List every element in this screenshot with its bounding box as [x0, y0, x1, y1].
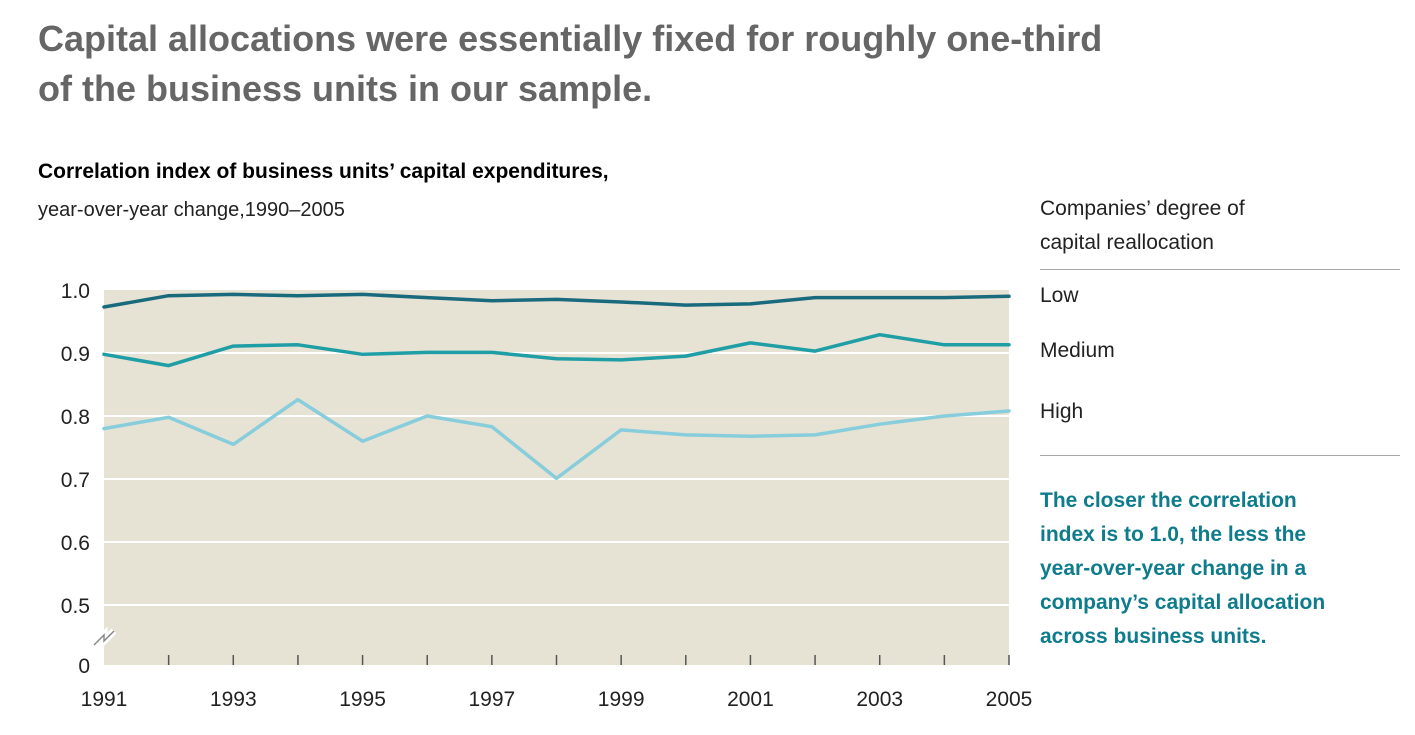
x-tick-label: 2001: [727, 688, 774, 711]
legend-title: Companies’ degree of capital reallocatio…: [1040, 192, 1340, 260]
y-tick-label: 0.8: [61, 406, 90, 429]
note-line-2: index is to 1.0, the less the: [1040, 523, 1307, 546]
x-tick-label: 1997: [468, 688, 515, 711]
line-chart: 1.0 0.9 0.8 0.7 0.6 0.5 0 1991 1993 1995 1997 1999 2…: [61, 280, 1033, 711]
y-tick-label: 0.7: [61, 469, 90, 492]
legend-item-low: Low: [1040, 284, 1079, 307]
explanatory-note: The closer the correlation index is to 1…: [1040, 484, 1400, 654]
headline-line-2: of the business units in our sample.: [38, 68, 653, 109]
x-tick-label: 1991: [81, 688, 128, 711]
y-tick-label: 0.5: [61, 595, 90, 618]
legend-divider-bottom: [1040, 455, 1400, 456]
chart-title: Correlation index of business units’ cap…: [38, 160, 609, 183]
legend-divider-top: [1040, 269, 1400, 270]
x-tick-label: 2003: [856, 688, 903, 711]
note-line-3: year-over-year change in a: [1040, 557, 1307, 580]
legend-title-line-2: capital reallocation: [1040, 231, 1214, 254]
series-line-low: [102, 292, 1011, 309]
x-tick-label: 1999: [598, 688, 645, 711]
legend-item-high: High: [1040, 400, 1084, 423]
y-tick-label: 0: [78, 655, 90, 678]
note-line-4: company’s capital allocation: [1040, 591, 1326, 614]
note-line-5: across business units.: [1040, 625, 1267, 648]
series-line-high: [102, 397, 1011, 481]
legend-title-line-1: Companies’ degree of: [1040, 197, 1245, 220]
x-tick-label: 1995: [339, 688, 386, 711]
y-tick-label: 0.9: [61, 343, 90, 366]
note-line-1: The closer the correlation: [1040, 489, 1297, 512]
y-tick-label: 1.0: [61, 280, 90, 303]
headline-line-1: Capital allocations were essentially fix…: [38, 18, 1103, 59]
x-tick-label: 1993: [210, 688, 257, 711]
axis-break-icon: [93, 630, 115, 646]
chart-subtitle: year-over-year change,1990–2005: [38, 199, 345, 221]
series-line-medium: [102, 332, 1011, 368]
y-tick-label: 0.6: [61, 532, 90, 555]
x-tick-label: 2005: [986, 688, 1033, 711]
headline: Capital allocations were essentially fix…: [38, 14, 1238, 114]
legend-item-medium: Medium: [1040, 339, 1115, 362]
